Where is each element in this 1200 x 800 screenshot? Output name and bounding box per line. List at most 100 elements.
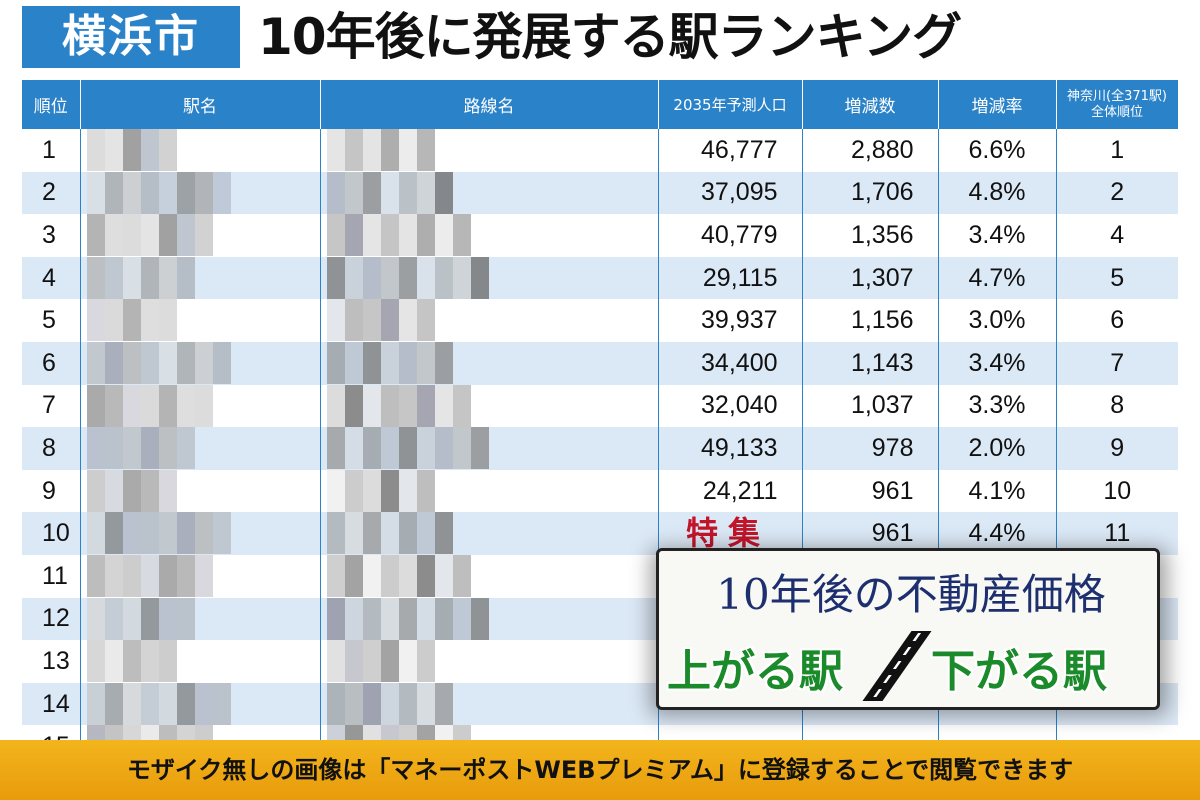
- cell-station-mosaic: [80, 299, 321, 342]
- mosaic-blur: [86, 512, 231, 555]
- table-row: 4 29,115 1,307 4.7% 5: [22, 256, 1178, 300]
- cell-pop2035: 34,400: [658, 341, 803, 385]
- cell-change: 978: [802, 427, 939, 470]
- cell-pop2035: 37,095: [658, 171, 803, 215]
- cell-overall: 9: [1056, 427, 1178, 470]
- cell-rank: 6: [22, 341, 81, 385]
- header-station: 駅名: [80, 80, 321, 129]
- table-row: 5 39,937 1,156 3.0% 6: [22, 299, 1178, 342]
- cell-rate: 4.8%: [938, 171, 1057, 215]
- cell-rank: 7: [22, 384, 81, 428]
- cell-rate: 3.4%: [938, 341, 1057, 385]
- cell-overall: 5: [1056, 256, 1178, 300]
- cell-station-mosaic: [80, 256, 321, 300]
- cell-overall: 8: [1110, 391, 1125, 420]
- table-row: 8 49,133 978 2.0% 9: [22, 427, 1178, 470]
- page-title: 10年後に発展する駅ランキング: [258, 8, 962, 66]
- ranking-table-container: 順位 駅名 路線名 2035年予測人口 増減数 増減率 神奈川(全371駅) 全…: [22, 80, 1178, 740]
- cell-rate: 4.7%: [938, 256, 1057, 300]
- cell-change: 1,356: [802, 214, 939, 257]
- mosaic-blur: [86, 256, 195, 299]
- mosaic-blur: [86, 129, 177, 171]
- cell-change: 1,706: [802, 171, 939, 215]
- mosaic-blur: [86, 682, 231, 725]
- header-rank: 順位: [22, 80, 81, 129]
- table-row: 6 34,400 1,143 3.4% 7: [22, 341, 1178, 385]
- cell-line-mosaic: [320, 129, 659, 172]
- cell-rank: 2: [22, 171, 81, 215]
- cell-line-mosaic: [320, 725, 659, 740]
- feature-box: 10年後の不動産価格 上がる駅 下がる駅: [656, 548, 1160, 710]
- cell-station-mosaic: [80, 640, 321, 683]
- mosaic-blur: [86, 214, 213, 257]
- cell-rank: 12: [22, 597, 81, 641]
- footer-banner: モザイク無しの画像は「マネーポストWEBプレミアム」に登録することで閲覧できます: [0, 740, 1200, 800]
- mosaic-blur: [86, 427, 195, 470]
- cell-overall: 10: [1103, 476, 1132, 505]
- feature-rising-stations: 上がる駅: [667, 646, 843, 697]
- cell-station-mosaic: [80, 682, 321, 726]
- cell-line-mosaic: [320, 427, 659, 470]
- mosaic-blur: [86, 554, 213, 597]
- cell-rank: 4: [22, 256, 81, 300]
- cell-overall: 4: [1110, 220, 1125, 249]
- footer-text: モザイク無しの画像は「マネーポストWEBプレミアム」に登録することで閲覧できます: [126, 756, 1074, 784]
- cell-overall: 7: [1056, 341, 1178, 385]
- cell-rank: 8: [22, 427, 81, 470]
- feature-title: 10年後の不動産価格: [716, 570, 1106, 619]
- cell-line-mosaic: [320, 469, 659, 513]
- cell-rank: 11: [22, 554, 81, 598]
- mosaic-blur: [86, 640, 177, 683]
- cell-rate: 3.0%: [938, 299, 1057, 342]
- table-row: 1 46,777 2,880 6.6% 1: [22, 129, 1178, 172]
- cell-pop2035: 46,777: [658, 129, 803, 172]
- cell-rank: 15: [22, 725, 81, 740]
- mosaic-blur: [326, 171, 453, 214]
- cell-overall: 11: [1056, 512, 1178, 555]
- cell-rate: 6.6%: [938, 129, 1057, 172]
- cell-change: 961: [802, 469, 939, 513]
- cell-change: 1,156: [802, 299, 939, 342]
- cell-station-mosaic: [80, 384, 321, 428]
- mosaic-blur: [86, 384, 213, 427]
- cell-rate: [938, 725, 1057, 740]
- cell-change: 2,880: [802, 129, 939, 172]
- cell-overall: 2: [1056, 171, 1178, 215]
- cell-line-mosaic: [320, 299, 659, 342]
- mosaic-blur: [326, 299, 435, 342]
- cell-rank: 1: [22, 129, 81, 172]
- mosaic-blur: [326, 256, 489, 299]
- cell-pop2035: 40,779: [658, 214, 803, 257]
- cell-line-mosaic: [320, 512, 659, 555]
- mosaic-blur: [86, 469, 177, 512]
- cell-pop2035: [658, 512, 803, 555]
- header-change: 増減数: [802, 80, 939, 129]
- header-line: 路線名: [320, 80, 659, 129]
- cell-rate: 3.3%: [938, 384, 1057, 428]
- cell-station-mosaic: [80, 427, 321, 470]
- mosaic-blur: [326, 469, 435, 512]
- cell-change: 1,037: [802, 384, 939, 428]
- table-row: 3 40,779 1,356 3.4% 4: [22, 214, 1178, 257]
- special-feature-banner: 特集 10年後の不動産価格 上がる駅 下がる駅: [650, 508, 1168, 718]
- cell-overall: [1056, 725, 1178, 740]
- cell-pop2035: 24,211: [658, 469, 803, 513]
- city-label: 横浜市: [22, 6, 240, 68]
- cell-line-mosaic: [320, 640, 659, 683]
- table-row: 2 37,095 1,706 4.8% 2: [22, 171, 1178, 215]
- feature-falling-stations: 下がる駅: [931, 646, 1107, 697]
- header-overall-line2: 全体順位: [1090, 104, 1143, 120]
- cell-rate: 3.4%: [938, 214, 1057, 257]
- cell-rank: 9: [22, 469, 81, 513]
- road-centerline: [871, 633, 922, 699]
- mosaic-blur: [86, 341, 231, 384]
- mosaic-blur: [86, 171, 231, 214]
- cell-rate: 4.1%: [938, 469, 1057, 513]
- table-row: 7 32,040 1,037 3.3% 8: [22, 384, 1178, 428]
- cell-station-mosaic: [80, 725, 321, 740]
- cell-change: 1,307: [802, 256, 939, 300]
- cell-line-mosaic: [320, 597, 659, 641]
- cell-rank: 13: [22, 640, 81, 683]
- cell-line-mosaic: [320, 256, 659, 300]
- mosaic-blur: [326, 597, 489, 640]
